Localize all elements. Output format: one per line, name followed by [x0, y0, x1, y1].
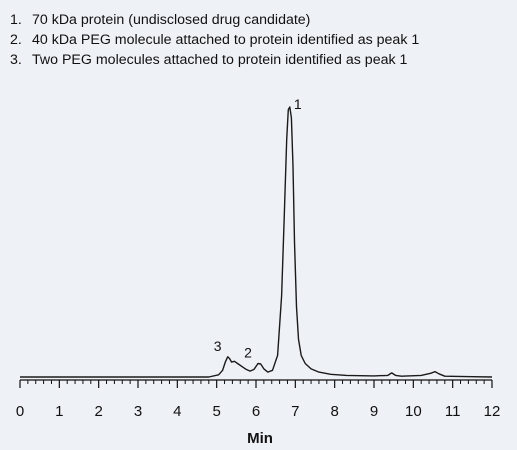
legend-number: 2.	[10, 32, 22, 48]
x-tick-label: 6	[252, 403, 260, 420]
legend-item-3: 3. Two PEG molecules attached to protein …	[10, 50, 419, 70]
plot-area: 1 2 3	[20, 96, 493, 378]
chromatogram-line	[20, 106, 493, 378]
legend-number: 3.	[10, 52, 22, 68]
x-tick-label: 5	[212, 403, 220, 420]
peak-legend: 1. 70 kDa protein (undisclosed drug candi…	[10, 10, 419, 70]
legend-text: 70 kDa protein (undisclosed drug candida…	[32, 12, 311, 28]
legend-text: 40 kDa PEG molecule attached to protein …	[32, 32, 420, 48]
legend-item-2: 2. 40 kDa PEG molecule attached to protei…	[10, 30, 419, 50]
x-tick-label: 2	[94, 403, 102, 420]
x-tick-label: 0	[16, 403, 24, 420]
x-tick-label: 8	[330, 403, 338, 420]
x-axis-label: Min	[247, 430, 273, 447]
legend-text: Two PEG molecules attached to protein id…	[32, 52, 408, 68]
peak-label-3: 3	[214, 338, 222, 354]
x-tick-label: 10	[405, 403, 422, 420]
legend-number: 1.	[10, 12, 22, 28]
x-tick-label: 11	[445, 403, 461, 420]
x-tick-label: 3	[134, 403, 142, 420]
x-tick-label: 9	[370, 403, 378, 420]
legend-item-1: 1. 70 kDa protein (undisclosed drug candi…	[10, 10, 419, 30]
peak-label-1: 1	[294, 96, 302, 112]
x-tick-label: 7	[291, 403, 299, 420]
x-tick-label: 1	[55, 403, 63, 420]
peak-label-2: 2	[244, 345, 252, 361]
x-tick-label: 4	[173, 403, 181, 420]
x-tick-label: 12	[484, 403, 501, 420]
x-axis: 0 1 2 3 4 5 6 7 8 9 10 11 12	[16, 379, 501, 420]
